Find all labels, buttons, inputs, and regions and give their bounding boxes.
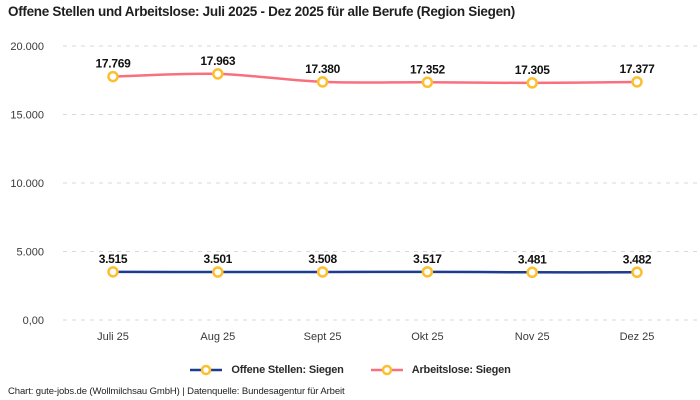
data-point-marker[interactable]: [316, 266, 329, 278]
data-point-marker[interactable]: [212, 68, 224, 80]
legend-item[interactable]: Arbeitslose: Siegen: [370, 364, 511, 376]
series-line: [111, 270, 639, 274]
data-point-label: 3.501: [204, 252, 233, 266]
plot-area: 0,00 5.000 10.000 15.000 20.000 Juli 25 Aug 25…: [10, 41, 697, 343]
legend-series-swatch-icon: [190, 364, 223, 376]
data-point-label: 17.380: [305, 62, 341, 76]
data-point-marker[interactable]: [421, 266, 434, 278]
data-point-label: 3.508: [308, 252, 337, 266]
data-point-marker[interactable]: [421, 76, 434, 89]
legend-label: Arbeitslose: Siegen: [411, 364, 511, 376]
data-point-label: 17.377: [620, 62, 656, 76]
data-point-marker[interactable]: [526, 266, 538, 279]
x-axis-tick-label: Okt 25: [411, 331, 443, 343]
data-point-label: 3.517: [413, 252, 442, 266]
data-point-marker[interactable]: [526, 77, 538, 89]
y-axis-tick-label: 0,00: [23, 315, 44, 327]
data-point-marker[interactable]: [212, 266, 224, 278]
x-axis-tick-label: Dez 25: [620, 331, 655, 343]
chart-title: Offene Stellen und Arbeitslose: Juli 202…: [8, 4, 515, 19]
data-point-label: 3.481: [518, 252, 547, 266]
series-line: [111, 72, 639, 85]
data-point-label: 17.352: [410, 62, 446, 76]
data-point-marker[interactable]: [107, 70, 119, 83]
data-point-marker[interactable]: [107, 266, 119, 278]
data-point-marker[interactable]: [316, 76, 329, 88]
x-axis-tick-label: Nov 25: [515, 331, 550, 343]
x-axis-tick-label: Juli 25: [97, 331, 129, 343]
legend-label: Offene Stellen: Siegen: [231, 364, 344, 376]
y-axis-tick-label: 20.000: [10, 41, 44, 53]
data-point-marker[interactable]: [631, 266, 643, 279]
x-axis-tick-label: Aug 25: [200, 331, 235, 343]
legend-item[interactable]: Offene Stellen: Siegen: [189, 364, 344, 376]
data-point-label: 17.769: [96, 57, 132, 71]
x-axis-tick-label: Sept 25: [304, 331, 342, 343]
data-point-marker[interactable]: [631, 76, 643, 88]
y-axis-tick-label: 10.000: [10, 178, 44, 190]
legend: Offene Stellen: Siegen Arbeitslose: Siege…: [0, 357, 700, 383]
data-point-label: 3.515: [99, 252, 128, 266]
legend-series-swatch-icon: [370, 364, 403, 376]
y-axis-tick-label: 5.000: [16, 247, 44, 259]
y-axis-tick-label: 15.000: [10, 110, 44, 122]
data-point-label: 17.305: [515, 63, 551, 77]
data-point-label: 3.482: [623, 252, 652, 266]
data-point-label: 17.963: [200, 54, 236, 68]
chart-footer: Chart: gute-jobs.de (Wollmilchsau GmbH) …: [8, 386, 345, 397]
